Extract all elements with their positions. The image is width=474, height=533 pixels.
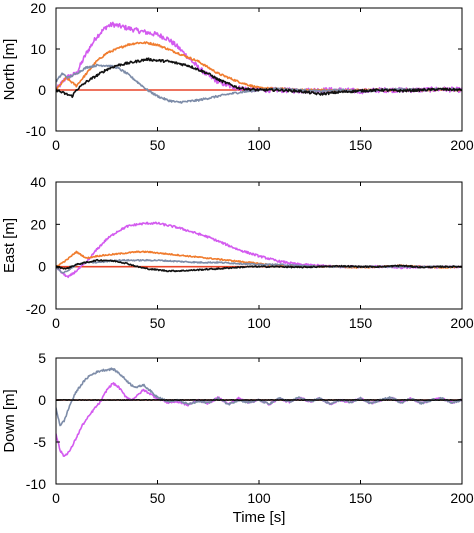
series-line-1 (56, 21, 462, 95)
x-tick-label: 150 (349, 137, 373, 153)
north-panel: 0 50 100 150 200 -10 0 10 20 North [m] (1, 0, 474, 153)
plot-frame (55, 7, 463, 132)
series-group (56, 21, 462, 104)
series-line-1 (56, 221, 462, 279)
x-tick-label: 0 (52, 315, 60, 331)
plot-frame (55, 357, 463, 485)
series-line-4 (56, 57, 462, 99)
y-tick-label: -10 (26, 123, 46, 139)
y-tick-label: -5 (34, 434, 47, 450)
down-panel: 0 50 100 150 200 -10 -5 0 5 Down [m] Time [s] (1, 350, 474, 526)
series-line-4 (56, 258, 462, 273)
series-line-1 (56, 382, 462, 458)
x-axis-label: Time [s] (233, 509, 286, 526)
x-tick-label: 50 (150, 315, 166, 331)
east-panel: 0 50 100 150 200 -20 0 20 40 East [m] (1, 174, 474, 331)
x-tick-label: 150 (349, 490, 373, 506)
series-line-3 (56, 63, 462, 104)
x-tick-label: 200 (450, 137, 474, 153)
x-tick-label: 100 (247, 137, 271, 153)
x-tick-label: 100 (247, 315, 271, 331)
plot-frame (55, 181, 463, 310)
y-tick-label: -10 (26, 476, 46, 492)
y-axis-label: Down [m] (1, 389, 18, 452)
x-tick-label: 0 (52, 490, 60, 506)
y-tick-label: 0 (38, 392, 46, 408)
y-tick-label: 40 (30, 174, 46, 190)
y-tick-label: 20 (30, 0, 46, 16)
x-tick-label: 200 (450, 490, 474, 506)
x-tick-label: 200 (450, 315, 474, 331)
series-line-3 (56, 398, 462, 402)
y-tick-label: 10 (30, 41, 46, 57)
x-tick-label: 0 (52, 137, 60, 153)
y-tick-label: 0 (38, 82, 46, 98)
series-line-2 (56, 367, 462, 427)
y-tick-label: -20 (26, 301, 46, 317)
series-group (56, 221, 462, 279)
series-group (56, 367, 462, 458)
y-axis-label: East [m] (1, 218, 18, 273)
y-tick-label: 5 (38, 350, 46, 366)
x-tick-label: 150 (349, 315, 373, 331)
y-tick-label: 0 (38, 259, 46, 275)
y-tick-label: 20 (30, 216, 46, 232)
x-tick-label: 50 (150, 137, 166, 153)
y-axis-label: North [m] (1, 39, 18, 101)
x-tick-label: 100 (247, 490, 271, 506)
x-tick-label: 50 (150, 490, 166, 506)
